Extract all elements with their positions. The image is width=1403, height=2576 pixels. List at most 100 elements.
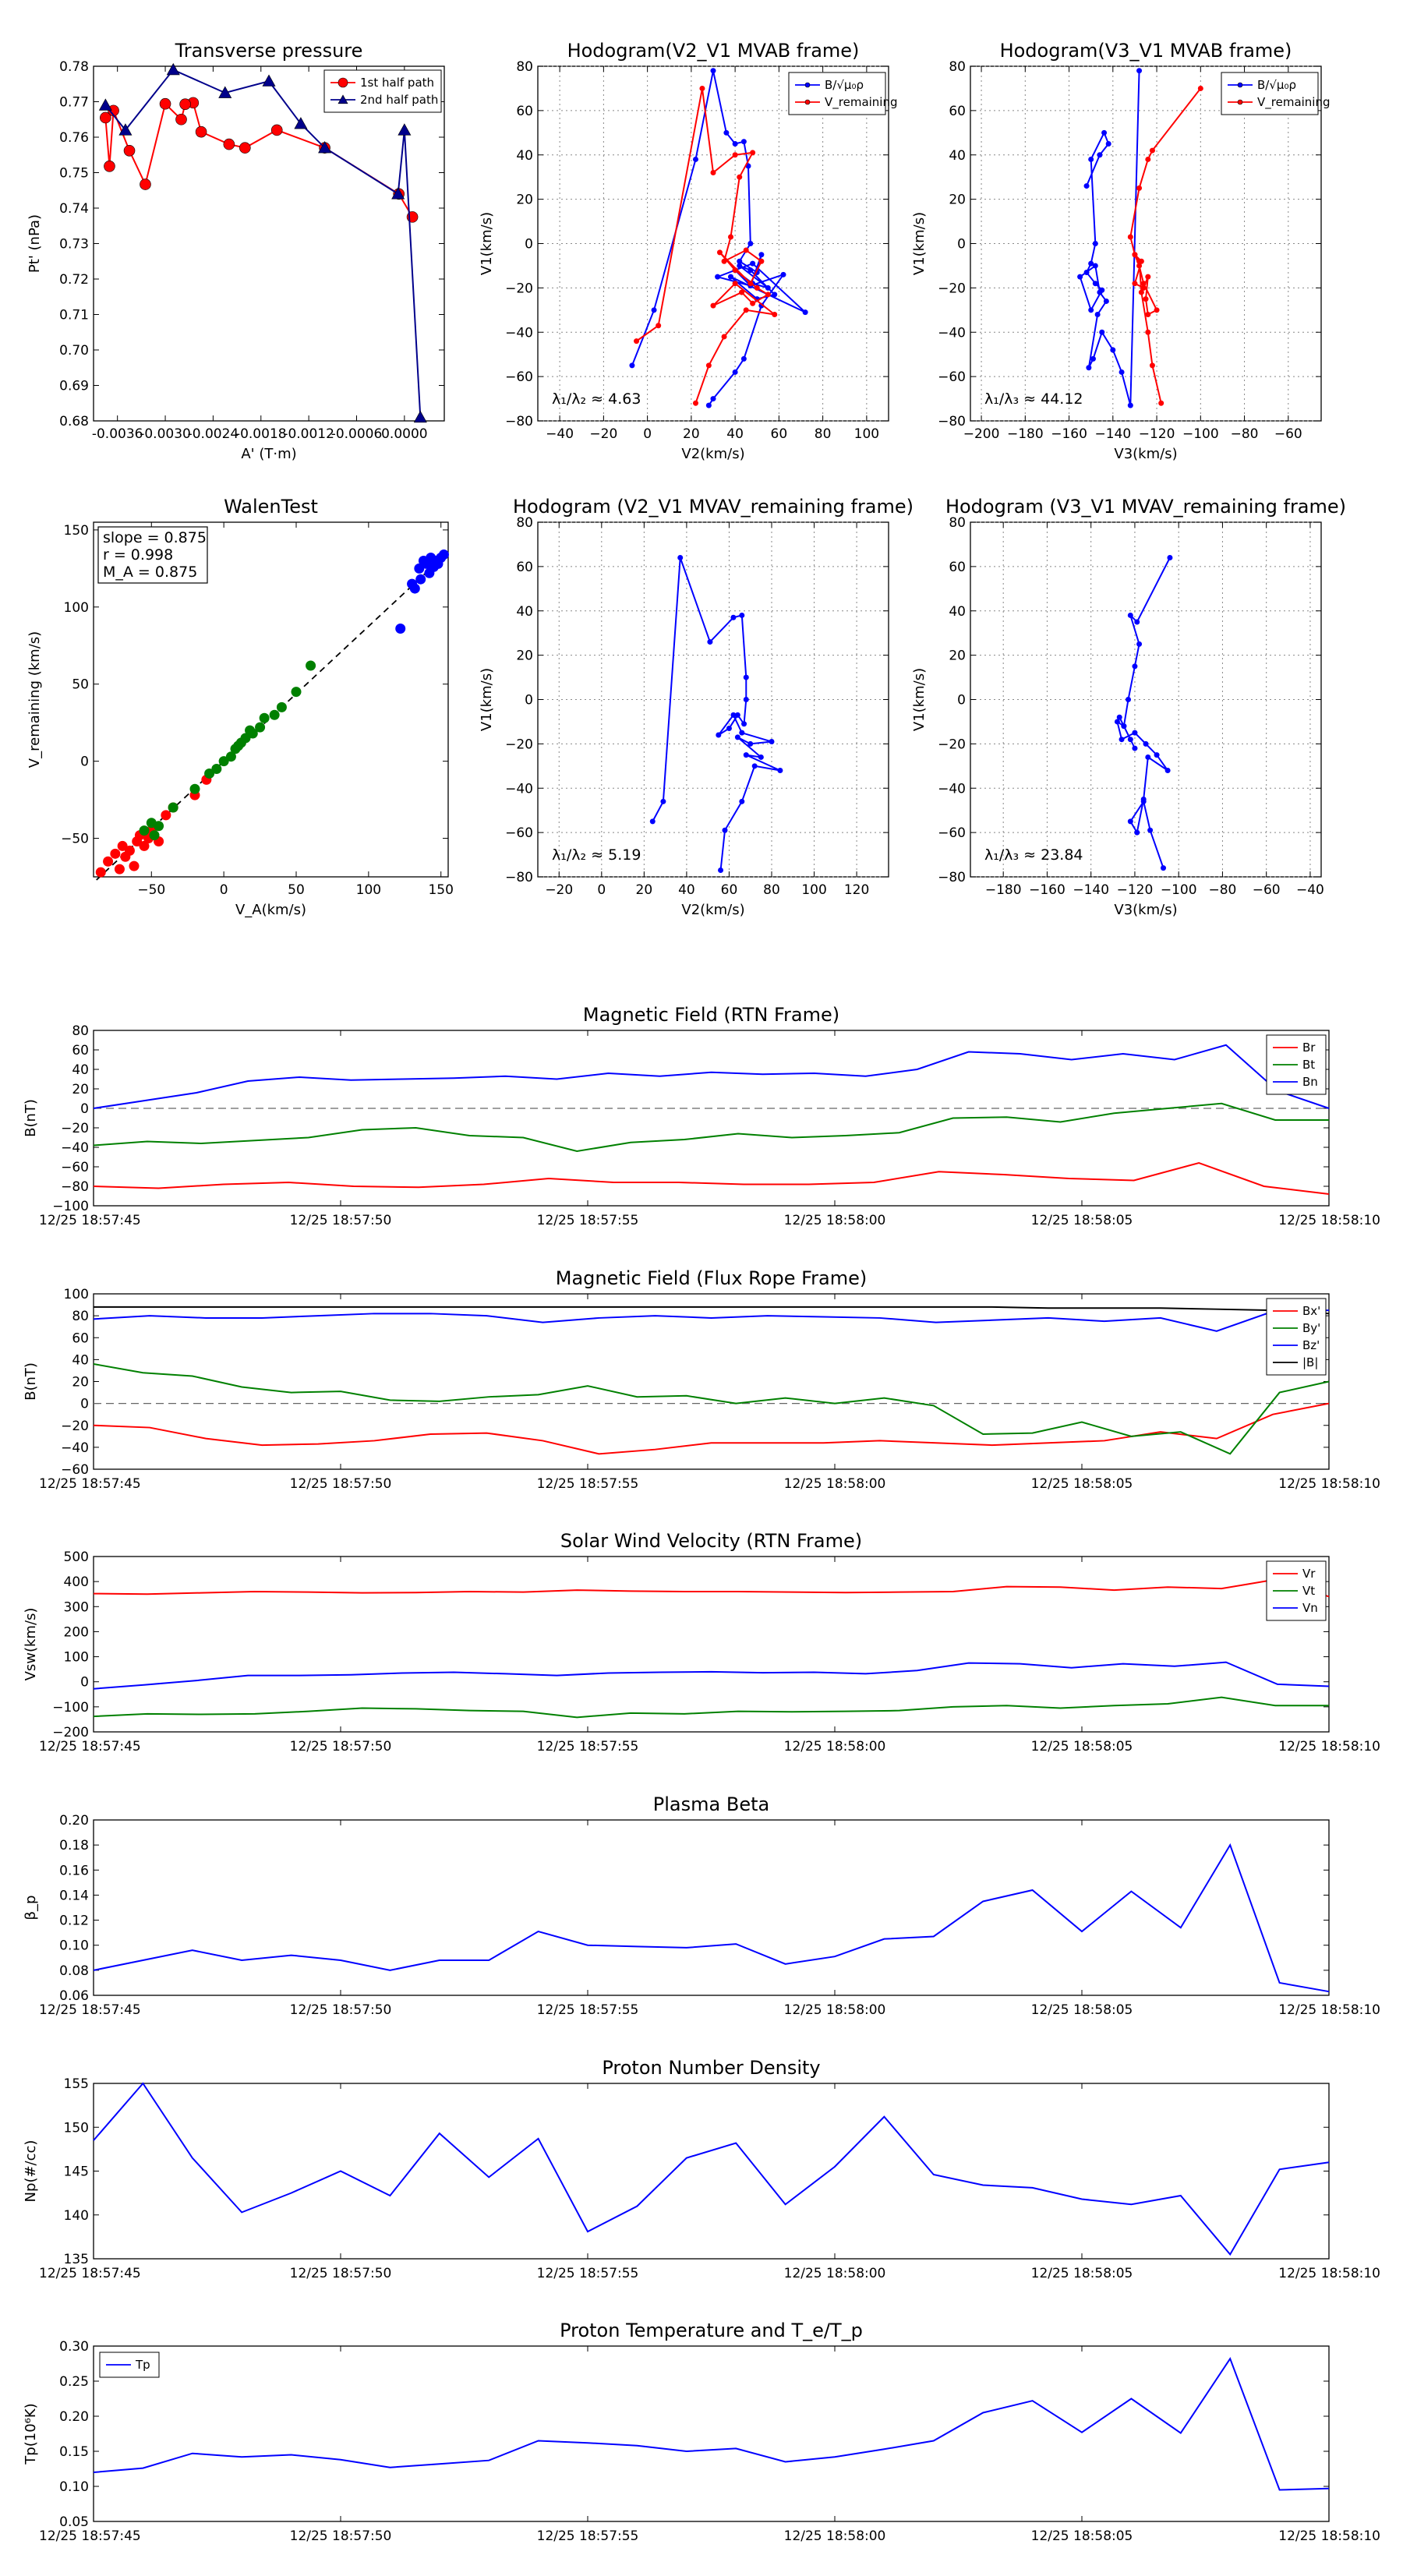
time-tick-label: 12/25 18:57:50 — [290, 2528, 392, 2544]
legend-label: 1st half path — [360, 76, 434, 90]
hodogram-point — [1127, 234, 1133, 240]
x-tick-label: 100 — [801, 882, 826, 898]
y-tick-label: 0 — [957, 237, 966, 253]
y-tick-label: 0.08 — [59, 1963, 89, 1979]
hodogram-point — [1140, 798, 1147, 804]
y-tick-label: 0.10 — [59, 2479, 89, 2495]
y-tick-label: 0.30 — [59, 2339, 89, 2355]
y-tick-label: 0.76 — [59, 130, 89, 146]
y-axis-label: β_p — [23, 1896, 39, 1921]
x-axis-label: V2(km/s) — [681, 446, 744, 462]
series-line-B — [94, 1306, 1330, 1315]
hodogram-point — [1127, 612, 1133, 618]
y-tick-label: 0.20 — [59, 1813, 89, 1829]
time-tick-label: 12/25 18:58:05 — [1031, 2002, 1133, 2018]
hodogram-point — [1094, 312, 1101, 317]
time-tick-label: 12/25 18:57:55 — [537, 1213, 639, 1228]
hodogram-point — [710, 170, 716, 175]
hodogram-point — [1116, 714, 1122, 720]
hodogram-point — [1092, 263, 1098, 269]
hodogram-point — [1140, 284, 1147, 291]
hodogram-point — [751, 763, 758, 769]
eigenvalue-ratio: λ₁/λ₃ ≈ 44.12 — [984, 390, 1083, 408]
x-tick-label: 50 — [288, 882, 305, 898]
hodogram-point — [1132, 663, 1138, 670]
y-tick-label: 40 — [516, 604, 533, 620]
y-tick-label: 0.05 — [59, 2514, 89, 2530]
hodogram-point — [1158, 400, 1164, 406]
hodogram-point — [765, 284, 771, 291]
hodogram-point — [1088, 156, 1094, 162]
y-tick-label: 0 — [525, 237, 533, 253]
time-tick-label: 12/25 18:57:45 — [39, 2266, 141, 2281]
y-tick-label: 155 — [64, 2076, 89, 2092]
hodogram-point — [769, 739, 775, 745]
time-tick-label: 12/25 18:58:05 — [1031, 2266, 1133, 2281]
y-tick-label: 40 — [949, 148, 966, 164]
series-line-By — [93, 1363, 1330, 1455]
hodogram-point — [723, 129, 730, 136]
triangle-marker — [218, 86, 232, 98]
chart-temp: 0.05 0.10 0.15 0.20 0.25 0.30 12/25 18:57:45 12… — [23, 2320, 1380, 2544]
x-tick-label: -0.0006 — [331, 426, 383, 442]
time-tick-label: 12/25 18:58:10 — [1278, 2528, 1380, 2544]
time-tick-label: 12/25 18:57:45 — [39, 1476, 141, 1492]
triangle-marker — [337, 94, 348, 104]
chart-title: Proton Number Density — [602, 2057, 820, 2079]
walen-point-first — [161, 810, 171, 821]
x-tick-label: 100 — [356, 882, 381, 898]
y-tick-label: −20 — [61, 1121, 89, 1136]
y-tick-label: 60 — [72, 1043, 89, 1058]
triangle-marker — [98, 98, 112, 111]
circle-marker — [804, 99, 811, 105]
y-tick-label: −40 — [61, 1140, 89, 1156]
time-tick-label: 12/25 18:57:45 — [39, 1213, 141, 1228]
y-tick-label: −60 — [61, 1462, 89, 1478]
y-tick-label: −60 — [938, 369, 966, 385]
stats-line: M_A = 0.875 — [103, 564, 197, 581]
hodogram-point — [705, 362, 712, 369]
y-tick-label: 0 — [525, 693, 533, 708]
hodogram-point — [777, 768, 783, 773]
time-tick-label: 12/25 18:58:05 — [1031, 2528, 1133, 2544]
hodogram-point — [1097, 152, 1103, 158]
chart-velocity: −200 −100 0 100 200 300 400 500 12/25 18:57:45 12… — [23, 1530, 1380, 1754]
walen-point-last — [395, 624, 406, 634]
time-tick-label: 12/25 18:57:45 — [39, 2002, 141, 2018]
circle-marker — [223, 138, 235, 150]
y-tick-label: −20 — [938, 281, 966, 296]
walen-point-middle — [269, 709, 280, 720]
x-axis-label: V_A(km/s) — [235, 902, 306, 918]
hodogram-point — [747, 241, 754, 246]
hodogram-point — [715, 274, 721, 280]
hodogram-point — [726, 725, 732, 731]
walen-point-middle — [255, 722, 266, 733]
hodogram-point — [660, 798, 666, 804]
hodogram-point — [721, 258, 727, 264]
hodogram-point — [747, 740, 754, 747]
x-tick-label: 20 — [636, 882, 653, 898]
hodogram-point — [1090, 355, 1096, 362]
hodogram-point — [710, 396, 716, 402]
x-tick-label: 0 — [643, 426, 652, 442]
legend-label: Tp — [135, 2358, 150, 2372]
walen-point-middle — [189, 783, 200, 794]
y-tick-label: 0.18 — [59, 1838, 89, 1853]
y-tick-label: 0.06 — [59, 1988, 89, 2004]
hodogram-point — [1092, 241, 1098, 246]
y-tick-label: 80 — [72, 1309, 89, 1324]
y-tick-label: 100 — [64, 1650, 89, 1666]
legend-label: Bz' — [1302, 1338, 1320, 1352]
y-tick-label: 300 — [64, 1599, 89, 1615]
hodogram-point — [728, 234, 733, 240]
circle-marker — [100, 111, 111, 124]
hodogram-point — [765, 292, 771, 298]
time-tick-label: 12/25 18:58:10 — [1278, 2002, 1380, 2018]
time-tick-label: 12/25 18:58:00 — [784, 1739, 886, 1754]
hodogram-point — [1083, 269, 1090, 275]
x-tick-label: −160 — [1051, 426, 1087, 442]
hodogram-point — [693, 400, 698, 406]
legend-box — [1221, 72, 1319, 115]
series-line-Tp — [93, 2357, 1330, 2491]
hodogram-point — [1105, 141, 1111, 147]
